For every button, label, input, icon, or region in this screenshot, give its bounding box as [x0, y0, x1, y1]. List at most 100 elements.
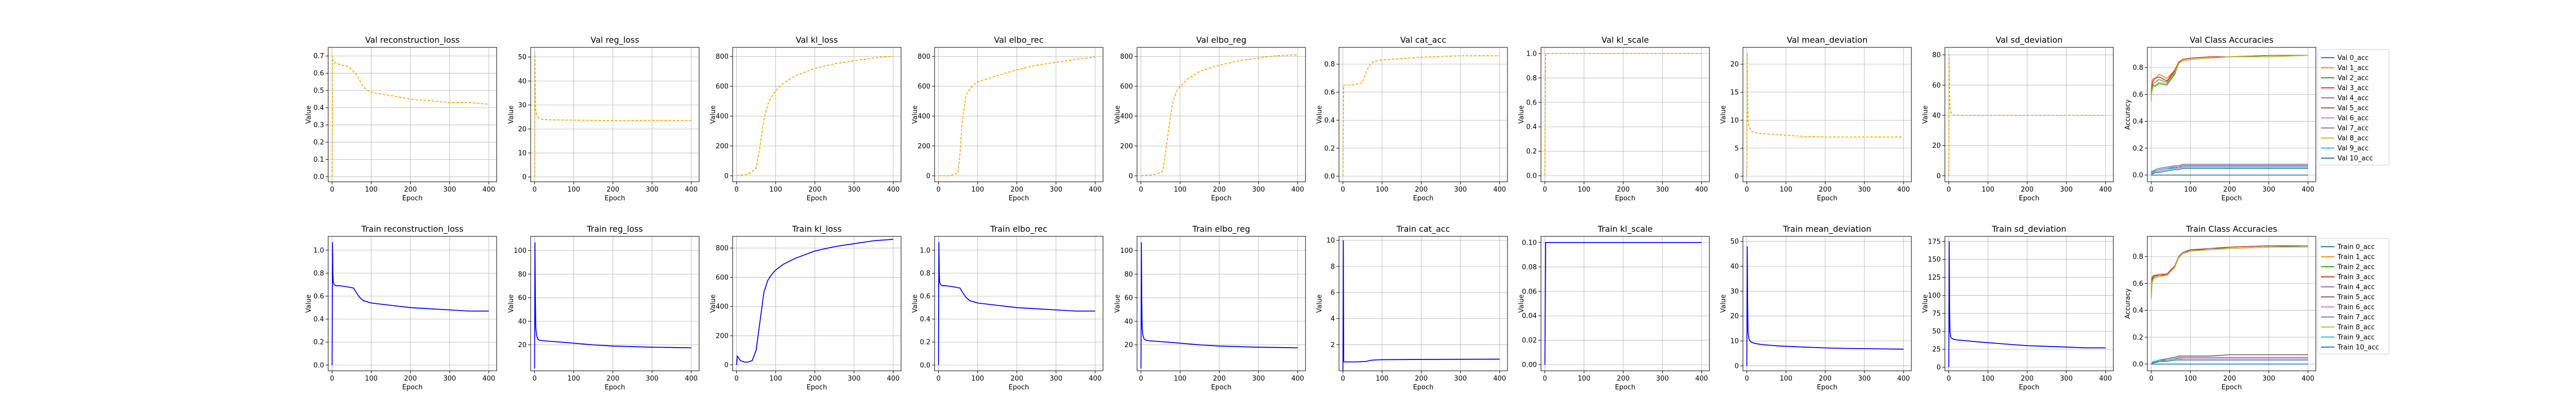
y-tick-label: 1.0 — [1526, 50, 1537, 58]
y-tick-label: 0.8 — [2132, 64, 2143, 72]
plot-frame — [934, 47, 1104, 182]
x-tick-label: 0 — [1744, 375, 1749, 383]
y-tick-label: 15 — [1730, 89, 1739, 97]
series-line — [1544, 242, 1702, 365]
y-tick-label: 20 — [1932, 142, 1941, 150]
subplot-8: 0 100 200 300 400 0 5 10 15 20 Val mean_deviation E… — [1720, 35, 1912, 202]
y-axis-label: Value — [305, 106, 313, 124]
x-tick-label: 0 — [1543, 186, 1547, 194]
y-tick-label: 10 — [518, 150, 527, 158]
y-tick-label: 100 — [514, 247, 527, 255]
y-axis-label: Value — [911, 106, 919, 124]
plot-frame — [732, 47, 902, 182]
y-tick-label: 0.4 — [2132, 118, 2143, 126]
x-tick-label: 300 — [1454, 375, 1467, 383]
x-tick-label: 100 — [2184, 186, 2197, 194]
x-tick-label: 400 — [1695, 375, 1708, 383]
y-tick-label: 0.6 — [1324, 89, 1335, 97]
plot-frame — [934, 236, 1104, 371]
y-tick-label: 6 — [1331, 289, 1335, 297]
legend-label: Train 5_acc — [2337, 294, 2375, 301]
x-tick-label: 200 — [2021, 186, 2033, 194]
y-tick-label: 0 — [724, 362, 728, 369]
y-tick-label: 0.4 — [313, 316, 324, 323]
x-tick-label: 100 — [971, 186, 984, 194]
series-line — [1544, 53, 1702, 176]
plot-frame — [1338, 236, 1508, 371]
x-tick-label: 0 — [936, 375, 940, 383]
legend-label: Val 5_acc — [2337, 105, 2369, 112]
y-tick-label: 400 — [716, 303, 728, 311]
y-tick-label: 0.2 — [313, 339, 324, 347]
x-tick-label: 100 — [769, 186, 782, 194]
y-tick-label: 4 — [1331, 315, 1335, 323]
legend-label: Val 2_acc — [2337, 75, 2369, 82]
y-tick-label: 0 — [724, 173, 728, 180]
y-tick-label: 0.06 — [1522, 288, 1537, 296]
y-tick-label: 100 — [1928, 292, 1941, 300]
y-axis-label: Value — [709, 106, 717, 124]
x-tick-label: 300 — [1656, 375, 1669, 383]
x-tick-label: 0 — [1341, 375, 1345, 383]
plot-frame — [1742, 236, 1912, 371]
x-tick-label: 0 — [330, 186, 334, 194]
subplot-1: 0 100 200 300 400 0.0 0.1 0.2 0.3 0.4 0.5 0.6 0.7 Val… — [305, 35, 497, 202]
subplot-10: 0 100 200 300 400 0.0 0.2 0.4 0.6 0.8 Val Class Ac… — [2124, 35, 2389, 202]
y-tick-label: 0.6 — [313, 293, 324, 301]
x-axis-label: Epoch — [2222, 384, 2242, 391]
x-tick-label: 0 — [1946, 186, 1951, 194]
y-tick-label: 20 — [1124, 341, 1133, 349]
x-tick-label: 400 — [1291, 186, 1304, 194]
plot-frame — [2147, 47, 2316, 182]
y-tick-label: 20 — [518, 341, 527, 349]
x-tick-label: 300 — [443, 375, 456, 383]
x-tick-label: 300 — [2060, 186, 2073, 194]
legend-label: Val 10_acc — [2337, 155, 2373, 163]
subplot-17: 0 100 200 300 400 0.00 0.02 0.04 0.06 0.08 0.10 Tra… — [1518, 224, 1710, 391]
x-tick-label: 100 — [769, 375, 782, 383]
y-tick-label: 2 — [1331, 341, 1335, 349]
chart-title: Train elbo_rec — [990, 224, 1047, 234]
x-tick-label: 300 — [848, 375, 860, 383]
x-tick-label: 400 — [2301, 186, 2314, 194]
y-tick-label: 0.08 — [1522, 264, 1537, 271]
chart-title: Train kl_scale — [1597, 224, 1652, 234]
chart-title: Train mean_deviation — [1783, 224, 1871, 234]
subplot-20: 0 100 200 300 400 0.0 0.2 0.4 0.6 0.8 Train Class … — [2124, 224, 2389, 391]
y-axis-label: Value — [1720, 295, 1727, 313]
y-tick-label: 75 — [1932, 310, 1941, 318]
y-tick-label: 0.2 — [2132, 334, 2143, 341]
legend: Train 0_acc Train 1_acc Train 2_acc Train 3… — [2317, 238, 2389, 354]
x-tick-label: 100 — [971, 375, 984, 383]
x-tick-label: 200 — [808, 375, 821, 383]
x-axis-label: Epoch — [605, 195, 625, 202]
y-axis-label: Value — [1316, 295, 1324, 313]
x-tick-label: 0 — [1543, 375, 1547, 383]
chart-title: Train sd_deviation — [1991, 224, 2066, 234]
x-tick-label: 200 — [2021, 375, 2033, 383]
chart-title: Val cat_acc — [1400, 35, 1446, 45]
series-line — [1746, 246, 1904, 366]
y-tick-label: 50 — [1730, 238, 1739, 246]
x-tick-label: 0 — [1139, 186, 1143, 194]
y-tick-label: 60 — [518, 295, 527, 302]
legend-label: Val 9_acc — [2337, 145, 2369, 152]
subplot-5: 0 100 200 300 400 0 200 400 600 800 Val elbo_reg Ep… — [1114, 35, 1306, 202]
legend-label: Val 1_acc — [2337, 64, 2369, 72]
x-tick-label: 400 — [482, 375, 495, 383]
chart-title: Val kl_scale — [1602, 35, 1649, 45]
y-tick-label: 0.4 — [1324, 117, 1335, 125]
series-line — [1746, 53, 1904, 177]
y-tick-label: 0.7 — [313, 53, 324, 60]
y-tick-label: 40 — [1124, 318, 1133, 325]
y-tick-label: 0.4 — [1526, 124, 1537, 131]
legend-label: Val 7_acc — [2337, 125, 2369, 132]
x-axis-label: Epoch — [2019, 384, 2040, 391]
x-tick-label: 100 — [567, 186, 580, 194]
x-tick-label: 200 — [1617, 375, 1630, 383]
x-tick-label: 100 — [365, 186, 378, 194]
y-tick-label: 800 — [716, 53, 728, 61]
y-tick-label: 0.0 — [313, 173, 324, 181]
chart-title: Train Class Accuracies — [2185, 224, 2277, 234]
x-tick-label: 0 — [734, 186, 738, 194]
